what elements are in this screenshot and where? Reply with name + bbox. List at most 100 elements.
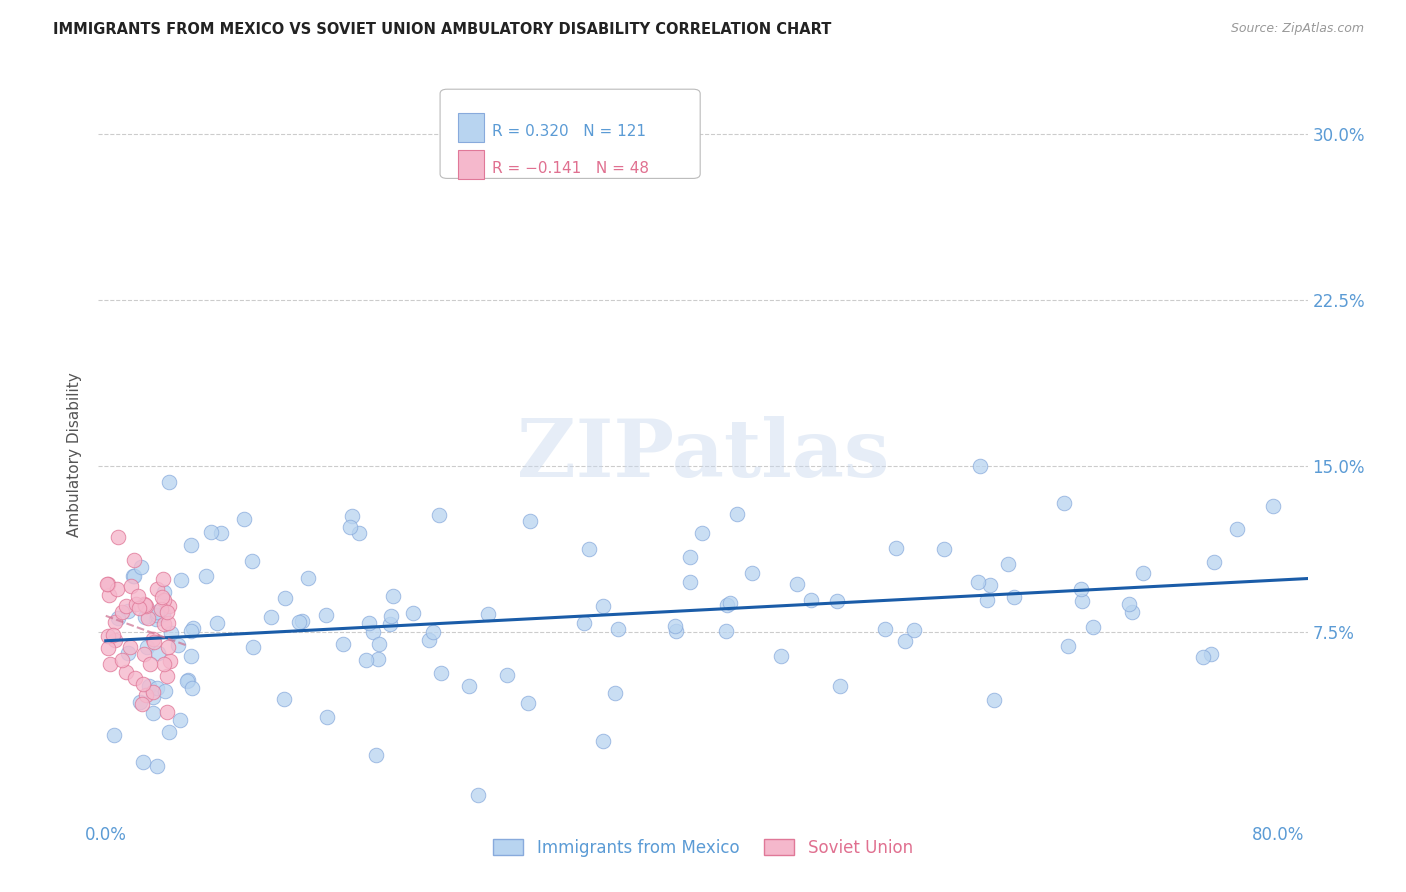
Point: [607, 622, 630, 636]
Point: [1204, 555, 1226, 569]
Point: [1070, 582, 1092, 596]
Point: [1132, 566, 1154, 580]
Point: [800, 592, 823, 607]
Point: [983, 692, 1005, 706]
Point: [997, 558, 1019, 572]
Point: [156, 605, 179, 619]
Point: [339, 519, 361, 533]
Point: [152, 607, 174, 622]
Point: [364, 748, 387, 763]
Point: [1192, 650, 1215, 665]
Point: [156, 705, 179, 719]
Point: [142, 632, 165, 647]
Point: [97, 640, 120, 655]
Point: [159, 654, 181, 668]
Point: [122, 568, 145, 582]
Point: [132, 677, 155, 691]
Point: [969, 459, 991, 474]
Point: [875, 622, 897, 636]
Point: [132, 597, 155, 611]
Point: [1053, 496, 1076, 510]
Point: [104, 633, 127, 648]
Point: [153, 616, 176, 631]
Point: [177, 673, 200, 688]
Point: [679, 550, 702, 565]
Point: [139, 657, 162, 671]
Point: [105, 582, 128, 596]
Point: [315, 608, 337, 623]
Point: [131, 697, 153, 711]
Point: [380, 608, 402, 623]
Point: [129, 695, 152, 709]
Point: [167, 638, 190, 652]
Point: [96, 577, 118, 591]
Point: [152, 657, 174, 671]
Point: [155, 683, 177, 698]
Point: [716, 598, 738, 612]
Point: [111, 653, 134, 667]
Point: [156, 640, 179, 654]
Point: [297, 570, 319, 584]
Point: [1121, 606, 1143, 620]
Point: [769, 648, 792, 663]
Point: [665, 624, 688, 639]
Text: R = 0.320   N = 121: R = 0.320 N = 121: [492, 124, 647, 139]
Point: [496, 668, 519, 682]
Point: [120, 579, 142, 593]
Point: [1081, 620, 1104, 634]
Point: [142, 690, 165, 705]
Point: [741, 566, 763, 580]
Point: [519, 514, 541, 528]
Point: [125, 597, 148, 611]
Point: [132, 755, 155, 769]
Point: [367, 652, 389, 666]
Point: [129, 559, 152, 574]
Point: [169, 574, 191, 588]
Point: [180, 624, 202, 638]
Point: [152, 573, 174, 587]
Point: [664, 619, 686, 633]
Point: [690, 525, 713, 540]
Point: [150, 591, 173, 605]
Legend: Immigrants from Mexico, Soviet Union: Immigrants from Mexico, Soviet Union: [486, 832, 920, 863]
Point: [157, 475, 180, 490]
Point: [157, 724, 180, 739]
Point: [115, 599, 138, 613]
Point: [367, 636, 389, 650]
Point: [209, 525, 232, 540]
Point: [156, 669, 179, 683]
Y-axis label: Ambulatory Disability: Ambulatory Disability: [67, 373, 83, 537]
Point: [169, 713, 191, 727]
Point: [287, 615, 309, 629]
Point: [122, 553, 145, 567]
Text: ZIPatlas: ZIPatlas: [517, 416, 889, 494]
Point: [205, 615, 228, 630]
Point: [117, 646, 139, 660]
Point: [152, 592, 174, 607]
Point: [132, 648, 155, 662]
Point: [149, 602, 172, 616]
Point: [357, 615, 380, 630]
Point: [107, 611, 129, 625]
Point: [979, 578, 1001, 592]
Point: [714, 624, 737, 638]
Point: [1070, 594, 1092, 608]
Point: [976, 593, 998, 607]
Text: Source: ZipAtlas.com: Source: ZipAtlas.com: [1230, 22, 1364, 36]
Point: [136, 640, 159, 654]
Point: [1199, 647, 1222, 661]
Point: [124, 672, 146, 686]
Point: [97, 588, 120, 602]
Point: [145, 611, 167, 625]
Point: [200, 525, 222, 540]
Point: [176, 674, 198, 689]
Point: [578, 542, 600, 557]
Point: [128, 600, 150, 615]
Point: [157, 599, 180, 613]
Point: [1118, 597, 1140, 611]
Point: [142, 706, 165, 721]
Point: [142, 635, 165, 649]
Point: [381, 590, 404, 604]
Point: [242, 640, 264, 655]
Point: [97, 629, 120, 643]
